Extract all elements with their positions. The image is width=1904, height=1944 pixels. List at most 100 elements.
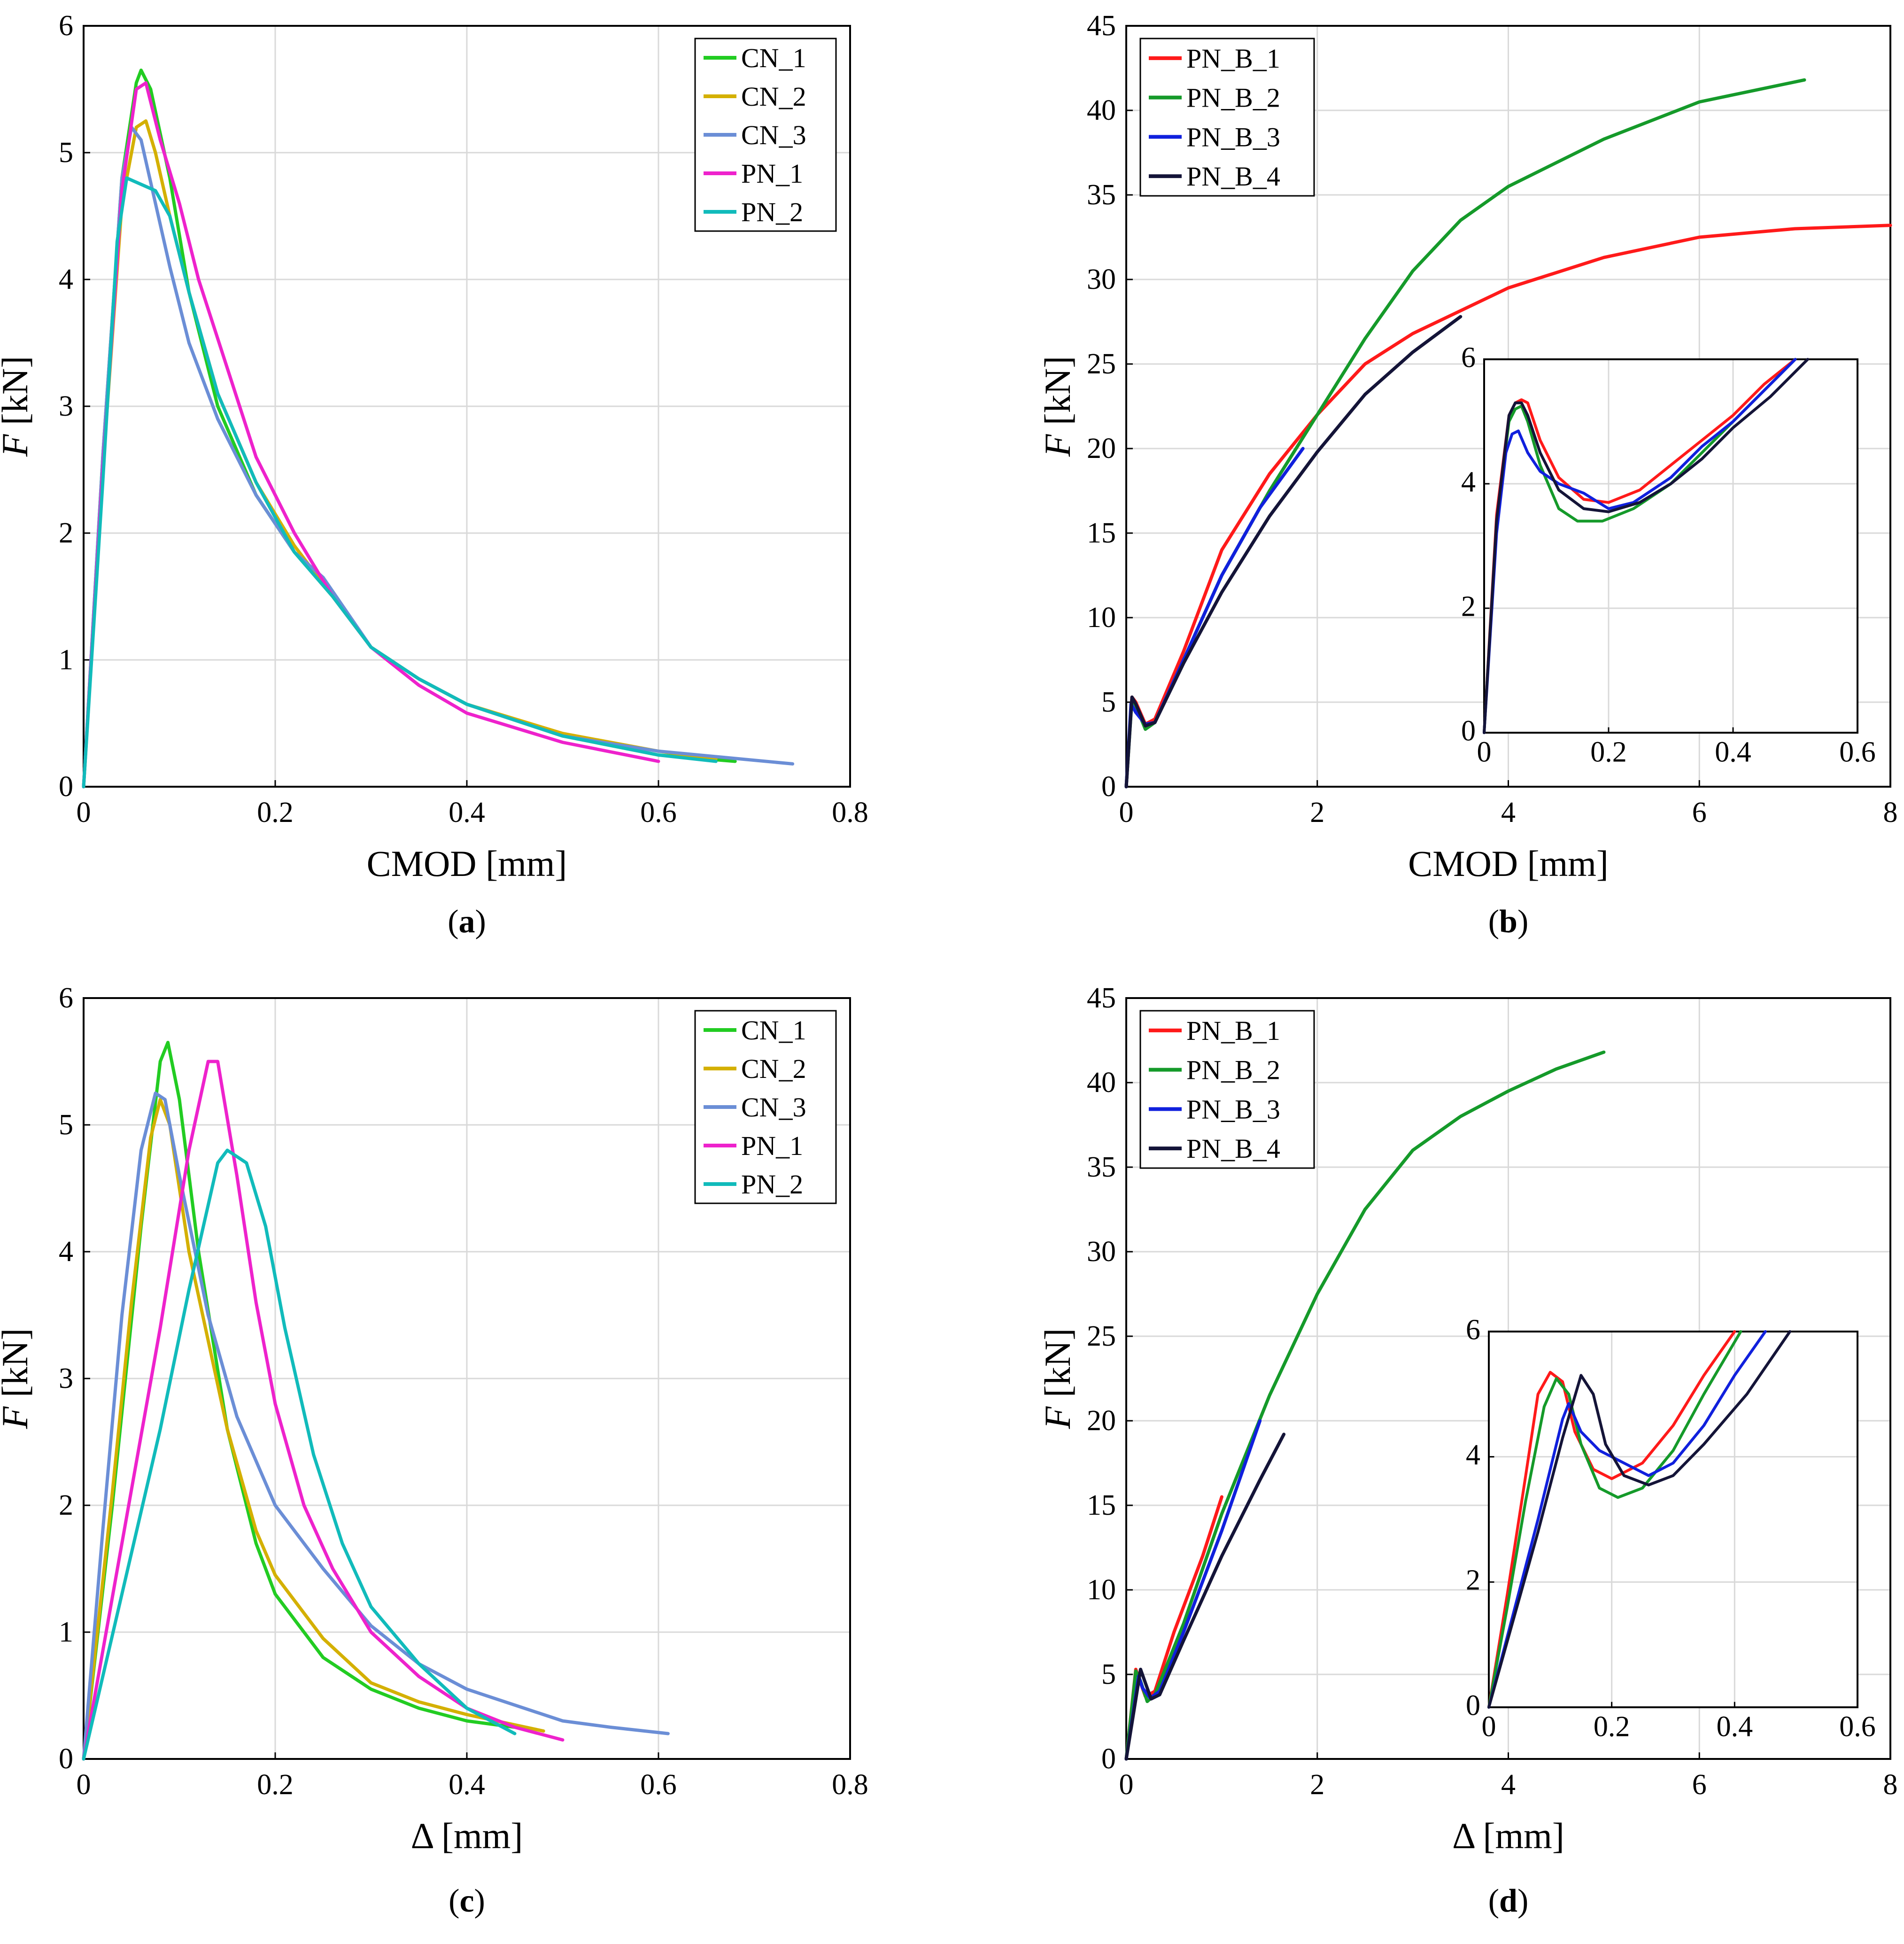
legend-label: CN_2	[741, 1053, 806, 1084]
y-tick-label: 35	[1087, 1151, 1116, 1183]
caption-open-paren: (	[448, 904, 458, 940]
caption-close-paren: )	[475, 904, 486, 940]
legend-label: PN_B_1	[1186, 1015, 1280, 1046]
caption-open-paren: (	[1488, 904, 1499, 940]
y-tick-label: 3	[59, 1363, 73, 1394]
x-tick-label: 0.6	[640, 797, 677, 829]
y-tick-label: 1	[59, 644, 73, 676]
inset-y-tick-label: 0	[1461, 715, 1476, 747]
inset-series-pn-b-3	[1487, 1330, 1767, 1709]
y-tick-label: 10	[1087, 602, 1116, 634]
caption-open-paren: (	[1488, 1883, 1499, 1919]
y-tick-label: 30	[1087, 1236, 1116, 1268]
y-tick-label: 5	[59, 137, 73, 169]
y-tick-label: 35	[1087, 179, 1116, 211]
x-tick-label: 0.4	[449, 1769, 485, 1801]
inset-series-pn-b-4	[1483, 358, 1809, 734]
series-pn-2	[82, 176, 718, 789]
series-pn-1	[82, 81, 660, 789]
panel-caption: (b)	[1488, 904, 1529, 940]
panel-a: 0 0.2 0.4 0.6 0.8 0 1 2 3 4 5 6 CMOD [mm] F [kN] (a) CN…	[0, 10, 868, 940]
panel-caption: (d)	[1488, 1883, 1529, 1919]
x-tick-label: 0	[1119, 797, 1134, 829]
legend-label: PN_B_1	[1186, 43, 1280, 74]
legend-label: PN_B_2	[1186, 83, 1280, 113]
y-tick-label: 2	[59, 1489, 73, 1521]
y-axis-label: F [kN]	[1037, 356, 1078, 457]
x-tick-label: 4	[1501, 1769, 1516, 1801]
x-tick-label: 8	[1883, 1769, 1898, 1801]
inset-y-tick-label: 4	[1461, 466, 1476, 498]
series-pn-2	[82, 1148, 517, 1761]
y-tick-label: 15	[1087, 517, 1116, 549]
inset-series-pn-b-3	[1483, 358, 1797, 734]
y-axis-label: F [kN]	[0, 356, 35, 457]
inset-x-tick-label: 0	[1477, 736, 1492, 768]
y-tick-label: 5	[1101, 1658, 1116, 1690]
x-tick-label: 0.6	[640, 1769, 677, 1801]
inset-x-tick-label: 0.4	[1717, 1711, 1753, 1743]
x-tick-label: 0.8	[832, 1769, 868, 1801]
x-tick-label: 8	[1883, 797, 1898, 829]
y-tick-label: 4	[59, 263, 73, 295]
inset-x-tick-label: 0.6	[1839, 736, 1876, 768]
y-tick-label: 30	[1087, 263, 1116, 295]
inset-series-pn-b-4	[1487, 1330, 1792, 1709]
y-tick-label: 10	[1087, 1574, 1116, 1606]
y-axis-label-unit: [kN]	[0, 1328, 35, 1407]
legend-box	[1139, 1010, 1315, 1169]
x-tick-label: 0.2	[257, 1769, 294, 1801]
y-axis-label-unit: [kN]	[0, 356, 35, 434]
y-axis-label: F [kN]	[0, 1328, 35, 1429]
inset-y-tick-label: 4	[1466, 1439, 1480, 1471]
inset-axes-frame	[1483, 358, 1858, 734]
y-tick-label: 0	[59, 771, 73, 803]
y-tick-label: 45	[1087, 10, 1116, 42]
y-axis-label-symbol: F	[0, 434, 35, 457]
caption-letter: c	[459, 1883, 474, 1919]
panel-caption: (c)	[449, 1883, 485, 1919]
x-tick-label: 0	[77, 1769, 91, 1801]
y-axis-label-unit: [kN]	[1037, 356, 1078, 434]
inset-y-tick-label: 6	[1466, 1314, 1480, 1346]
inset-plot-area	[1484, 359, 1858, 733]
inset-x-tick-label: 0.4	[1715, 736, 1751, 768]
legend-label: CN_3	[741, 120, 806, 150]
y-tick-label: 0	[1101, 771, 1116, 803]
inset-series-pn-b-2	[1483, 358, 1797, 734]
legend: PN_B_1 PN_B_2 PN_B_3 PN_B_4	[1139, 38, 1315, 197]
inset-x-tick-label: 0	[1482, 1711, 1496, 1743]
y-tick-label: 5	[1101, 686, 1116, 718]
legend-label: PN_B_3	[1186, 1094, 1280, 1124]
x-tick-label: 0.2	[257, 797, 294, 829]
y-tick-label: 6	[59, 10, 73, 42]
inset-plot-area	[1489, 1332, 1858, 1707]
series-cn-2	[82, 1098, 545, 1761]
y-tick-label: 0	[1101, 1743, 1116, 1775]
axes-frame	[83, 25, 851, 788]
y-axis-label-symbol: F	[1037, 1406, 1078, 1429]
inset-y-tick-label: 0	[1466, 1689, 1480, 1721]
y-tick-label: 20	[1087, 1405, 1116, 1437]
y-tick-label: 1	[59, 1616, 73, 1648]
inset-x-tick-label: 0.2	[1594, 1711, 1630, 1743]
axes-frame	[1125, 997, 1891, 1760]
legend-label: PN_2	[741, 197, 803, 227]
inset-b: 0 0.2 0.4 0.6 0 2 4 6	[1461, 341, 1876, 768]
legend: PN_B_1 PN_B_2 PN_B_3 PN_B_4	[1139, 1010, 1315, 1169]
inset-axes-frame	[1488, 1331, 1858, 1708]
y-tick-label: 3	[59, 390, 73, 422]
axes-frame	[1125, 25, 1891, 788]
x-tick-label: 4	[1501, 797, 1516, 829]
y-tick-label: 5	[59, 1109, 73, 1141]
x-tick-label: 0	[77, 797, 91, 829]
y-tick-label: 25	[1087, 1320, 1116, 1352]
series-pn-b-4	[1124, 315, 1463, 789]
x-tick-label: 2	[1310, 797, 1324, 829]
x-axis-label: Δ [mm]	[411, 1815, 523, 1856]
series-pn-1	[82, 1060, 565, 1761]
y-tick-label: 6	[59, 982, 73, 1014]
